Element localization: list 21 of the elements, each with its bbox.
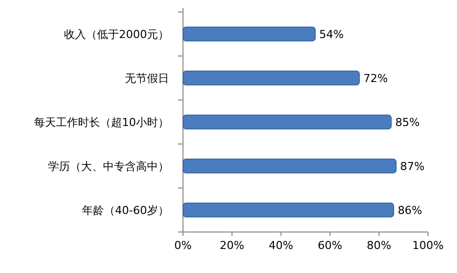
data-label: 72% xyxy=(363,72,388,85)
x-tick-label: 60% xyxy=(318,239,342,252)
y-tick-label: 每天工作时长（超10小时） xyxy=(34,116,169,129)
data-label: 87% xyxy=(400,160,425,173)
data-label: 85% xyxy=(395,116,420,129)
bar xyxy=(182,202,394,218)
data-label: 86% xyxy=(398,204,422,217)
bar xyxy=(182,26,316,42)
bar xyxy=(182,158,397,174)
x-tick-label: 40% xyxy=(268,239,294,252)
bar xyxy=(182,70,360,86)
y-tick-label: 学历（大、中专含高中） xyxy=(48,160,169,173)
x-tick-label: 0% xyxy=(174,239,192,252)
y-tick-label: 年龄（40-60岁） xyxy=(82,204,169,217)
y-tick-label: 无节假日 xyxy=(125,72,169,85)
x-tick-label: 100% xyxy=(412,239,444,252)
y-tick-label: 收入（低于2000元） xyxy=(64,28,169,41)
x-tick-label: 80% xyxy=(366,239,392,252)
data-label: 54% xyxy=(319,28,344,41)
x-tick-label: 20% xyxy=(220,239,244,252)
bar xyxy=(182,114,392,130)
